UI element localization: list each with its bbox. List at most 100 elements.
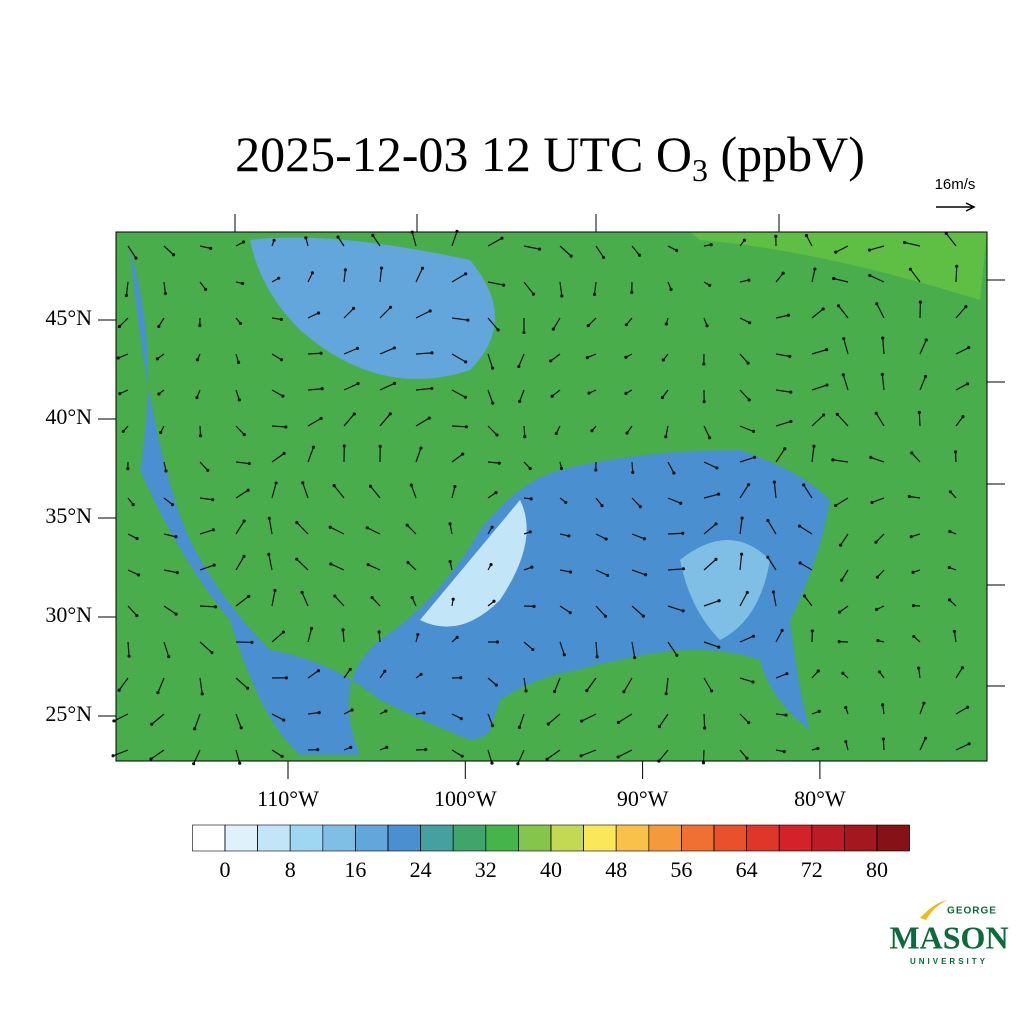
wind-arrowhead bbox=[912, 634, 916, 639]
wind-arrow bbox=[665, 425, 669, 437]
wind-arrow bbox=[843, 338, 849, 355]
wind-arrowhead bbox=[192, 762, 196, 766]
wind-arrow bbox=[631, 605, 644, 617]
wind-arrowhead bbox=[274, 481, 278, 485]
wind-arrow bbox=[406, 524, 417, 535]
colorbar-box bbox=[778, 824, 813, 852]
wind-arrowhead bbox=[781, 271, 785, 275]
wind-arrowhead bbox=[714, 522, 718, 526]
wind-arrowhead bbox=[745, 756, 749, 760]
wind-arrowhead bbox=[319, 416, 323, 421]
wind-arrowhead bbox=[874, 540, 878, 544]
wind-arrowhead bbox=[624, 323, 629, 327]
wind-arrowhead bbox=[163, 291, 167, 296]
wind-arrow bbox=[919, 702, 925, 715]
wind-arrow bbox=[199, 641, 213, 654]
wind-arrowhead bbox=[746, 483, 751, 487]
wind-arrow bbox=[955, 743, 970, 751]
wind-arrow bbox=[775, 272, 784, 283]
wind-arrowhead bbox=[567, 534, 571, 538]
wind-arrowhead bbox=[405, 523, 409, 527]
wind-arrow bbox=[832, 459, 849, 463]
wind-arrowhead bbox=[747, 721, 751, 725]
colorbar-tick-label: 16 bbox=[344, 857, 366, 882]
wind-arrowhead bbox=[816, 669, 820, 673]
wind-arrow bbox=[559, 281, 563, 297]
wind-arrow bbox=[667, 245, 677, 251]
wind-arrow bbox=[125, 281, 129, 296]
wind-arrowhead bbox=[464, 360, 468, 364]
wind-arrowhead bbox=[664, 692, 668, 696]
wind-arrow bbox=[235, 389, 240, 401]
colorbar-box bbox=[713, 824, 747, 852]
wind-arrowhead bbox=[709, 689, 714, 693]
wind-arrowhead bbox=[497, 461, 501, 465]
wind-arrowhead bbox=[624, 391, 628, 396]
wind-arrow bbox=[870, 456, 885, 463]
wind-arrow bbox=[805, 235, 813, 247]
wind-arrow bbox=[333, 485, 345, 499]
wind-arrow bbox=[307, 312, 319, 319]
wind-arrowhead bbox=[772, 480, 776, 484]
wind-arrowhead bbox=[832, 276, 836, 281]
wind-arrowhead bbox=[424, 747, 428, 752]
wind-arrow bbox=[487, 461, 500, 464]
wind-arrow bbox=[150, 749, 165, 760]
wind-arrowhead bbox=[316, 669, 321, 673]
wind-arrowhead bbox=[211, 528, 215, 532]
wind-arrow bbox=[667, 605, 684, 612]
wind-arrowhead bbox=[279, 358, 284, 362]
wind-arrowhead bbox=[279, 317, 283, 322]
logo-mark bbox=[920, 900, 948, 920]
wind-arrowhead bbox=[870, 500, 874, 505]
wind-arrowhead bbox=[788, 354, 792, 359]
wind-arrowhead bbox=[786, 313, 791, 317]
wind-arrowhead bbox=[681, 531, 685, 535]
wind-arrowhead bbox=[780, 628, 784, 633]
wind-arrowhead bbox=[156, 691, 160, 695]
wind-arrow bbox=[547, 713, 561, 725]
wind-arrowhead bbox=[708, 283, 712, 287]
wind-arrow bbox=[337, 236, 345, 247]
wind-arrowhead bbox=[947, 598, 952, 602]
wind-arrow bbox=[523, 425, 526, 437]
wind-arrowhead bbox=[461, 452, 465, 456]
wind-arrowhead bbox=[813, 267, 817, 271]
wind-arrowhead bbox=[282, 718, 286, 722]
wind-arrowhead bbox=[708, 436, 712, 440]
wind-arrowhead bbox=[136, 573, 141, 577]
wind-arrowhead bbox=[348, 667, 352, 671]
wind-arrow bbox=[235, 713, 242, 728]
wind-arrowhead bbox=[531, 647, 535, 652]
wind-arrow bbox=[739, 677, 754, 683]
wind-arrowhead bbox=[798, 561, 802, 565]
wind-arrow bbox=[451, 353, 466, 363]
map-field bbox=[690, 232, 987, 300]
wind-arrow bbox=[955, 383, 968, 391]
title-main: 2025-12-03 12 UTC O bbox=[235, 126, 692, 182]
wind-arrowhead bbox=[703, 726, 707, 730]
wind-arrowhead bbox=[385, 745, 389, 749]
wind-arrowhead bbox=[641, 614, 645, 618]
wind-arrow bbox=[158, 317, 165, 327]
wind-arrow bbox=[703, 461, 718, 469]
wind-arrowhead bbox=[419, 672, 423, 676]
wind-arrowhead bbox=[837, 640, 841, 644]
wind-arrowhead bbox=[430, 386, 434, 391]
wind-arrowhead bbox=[594, 468, 598, 472]
wind-arrow bbox=[703, 425, 711, 438]
wind-arrow bbox=[618, 713, 633, 723]
wind-arrow bbox=[876, 569, 885, 578]
wind-arrow bbox=[550, 353, 561, 362]
wind-arrow bbox=[487, 389, 494, 404]
wind-arrow bbox=[703, 713, 706, 729]
wind-arrow bbox=[767, 520, 777, 535]
colorbar-box bbox=[387, 824, 421, 852]
wind-arrow bbox=[271, 389, 284, 397]
wind-arrowhead bbox=[952, 629, 957, 634]
wind-arrow bbox=[739, 317, 750, 324]
wind-arrowhead bbox=[246, 488, 250, 492]
wind-arrowhead bbox=[881, 737, 885, 741]
wind-arrowhead bbox=[343, 268, 348, 272]
